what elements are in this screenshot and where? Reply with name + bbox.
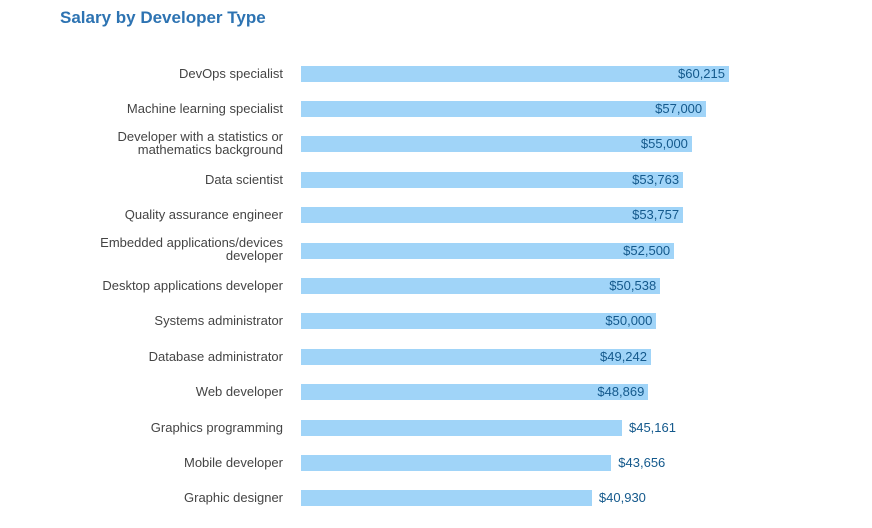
bar[interactable]: $53,763 (301, 171, 684, 188)
bar-chart: DevOps specialist $60,215 Machine learning… (0, 56, 872, 516)
bar[interactable]: $50,538 (301, 278, 661, 295)
category-cell: Graphic designer (0, 489, 301, 507)
bar[interactable]: $57,000 (301, 101, 707, 118)
bar[interactable]: $53,757 (301, 207, 684, 224)
value-label: $55,000 (640, 136, 688, 152)
value-label: $45,161 (628, 419, 676, 435)
bar[interactable]: $45,161 (301, 419, 676, 436)
bar[interactable]: $50,000 (301, 313, 657, 330)
value-label: $52,500 (623, 242, 671, 258)
chart-title: Salary by Developer Type (60, 8, 266, 27)
value-label: $53,763 (632, 171, 680, 187)
bar-row: Database administrator $49,242 (0, 339, 872, 374)
category-cell: Web developer (0, 383, 301, 401)
bar[interactable]: $49,242 (301, 348, 651, 365)
bar[interactable]: $48,869 (301, 384, 649, 401)
bar-row: Web developer $48,869 (0, 375, 872, 410)
bar-row: Developer with a statistics or mathemati… (0, 127, 872, 162)
value-label: $48,869 (597, 384, 645, 400)
category-label: Desktop applications developer (102, 278, 283, 294)
bar-track: $50,000 (301, 313, 729, 330)
category-label: Quality assurance engineer (124, 207, 283, 223)
category-cell: Mobile developer (0, 454, 301, 472)
value-label: $60,215 (678, 65, 725, 81)
bar-track: $52,500 (301, 242, 729, 259)
category-cell: Embedded applications/devices developer (0, 236, 301, 266)
category-label: Mobile developer (183, 454, 283, 470)
bar-row: Graphics programming $45,161 (0, 410, 872, 445)
category-label: Machine learning specialist (126, 101, 283, 117)
bar-track: $40,930 (301, 490, 729, 507)
value-label: $57,000 (655, 101, 703, 117)
bar-track: $57,000 (301, 101, 729, 118)
category-cell: DevOps specialist (0, 65, 301, 83)
category-cell: Developer with a statistics or mathemati… (0, 128, 301, 160)
bar-row: Graphic designer $40,930 (0, 481, 872, 516)
value-label: $50,000 (605, 313, 653, 329)
category-label: Web developer (195, 384, 283, 400)
bar-track: $50,538 (301, 278, 729, 295)
bar-track: $48,869 (301, 384, 729, 401)
bar-track: $55,000 (301, 136, 729, 153)
bar-row: Systems administrator $50,000 (0, 304, 872, 339)
category-label: Graphics programming (150, 419, 283, 435)
bar-track: $53,763 (301, 171, 729, 188)
category-cell: Systems administrator (0, 312, 301, 330)
category-label: Database administrator (148, 348, 283, 364)
category-label: Embedded applications/devices developer (100, 234, 283, 264)
bar[interactable]: $60,215 (301, 65, 729, 82)
bar[interactable]: $40,930 (301, 490, 646, 507)
bar[interactable]: $55,000 (301, 136, 692, 153)
value-label: $49,242 (600, 348, 647, 364)
bar-track: $45,161 (301, 419, 729, 436)
bar-row: Machine learning specialist $57,000 (0, 91, 872, 126)
category-label: Developer with a statistics or mathemati… (117, 128, 283, 158)
bar[interactable]: $52,500 (301, 242, 675, 259)
category-label: Graphic designer (184, 490, 283, 506)
chart-rows: DevOps specialist $60,215 Machine learning… (0, 56, 872, 516)
category-cell: Machine learning specialist (0, 100, 301, 118)
category-label: Systems administrator (154, 313, 283, 329)
bar-row: Embedded applications/devices developer $… (0, 233, 872, 268)
bar-track: $49,242 (301, 348, 729, 365)
bar-track: $43,656 (301, 454, 729, 471)
bar-row: DevOps specialist $60,215 (0, 56, 872, 91)
category-cell: Graphics programming (0, 419, 301, 437)
bar-row: Data scientist $53,763 (0, 162, 872, 197)
bar-row: Desktop applications developer $50,538 (0, 268, 872, 303)
category-cell: Desktop applications developer (0, 277, 301, 295)
bar-track: $60,215 (301, 65, 729, 82)
category-cell: Database administrator (0, 348, 301, 366)
bar-track: $53,757 (301, 207, 729, 224)
category-label: DevOps specialist (178, 65, 283, 81)
bar-row: Mobile developer $43,656 (0, 445, 872, 480)
category-cell: Data scientist (0, 171, 301, 189)
value-label: $40,930 (598, 490, 646, 506)
bar[interactable]: $43,656 (301, 454, 665, 471)
value-label: $43,656 (618, 454, 666, 470)
value-label: $53,757 (632, 207, 680, 223)
category-cell: Quality assurance engineer (0, 206, 301, 224)
category-label: Data scientist (204, 171, 283, 187)
value-label: $50,538 (609, 278, 657, 294)
bar-row: Quality assurance engineer $53,757 (0, 198, 872, 233)
